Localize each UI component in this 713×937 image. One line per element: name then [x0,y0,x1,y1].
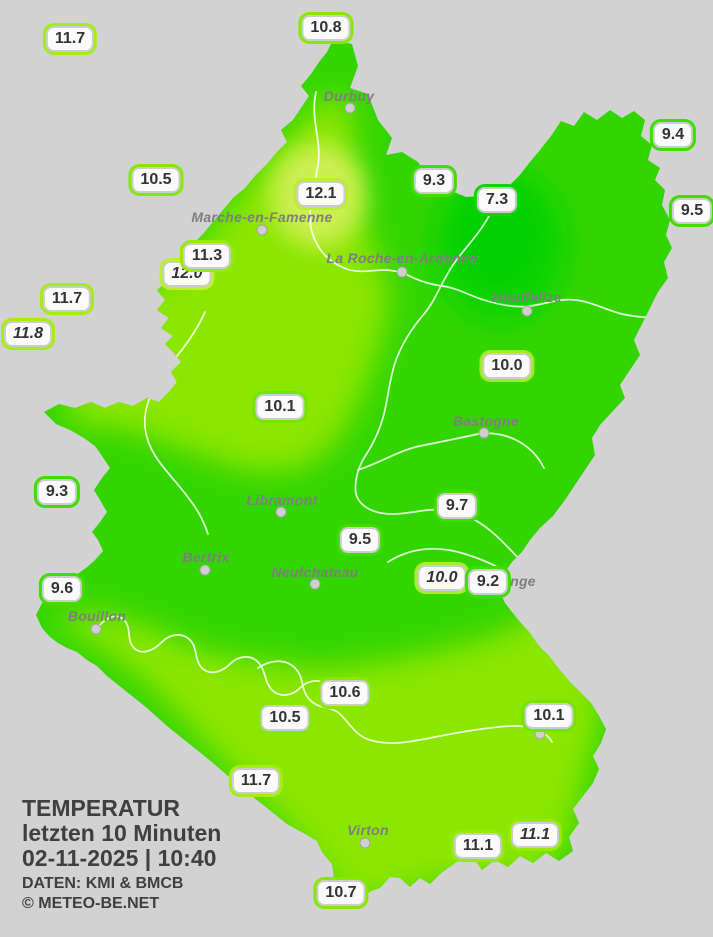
temp-label: 11.7 [231,768,281,794]
temp-label: 10.7 [316,880,366,906]
city-dot [396,266,408,278]
temp-label: 11.1 [453,833,503,859]
title-block: TEMPERATUR letzten 10 Minuten 02-11-2025… [22,796,221,914]
city-dot [534,728,546,740]
city-name: Houffalize [492,289,562,305]
city-name: nge [510,573,536,589]
temp-label: 10.8 [301,15,351,41]
city-name: Bastogne [452,413,520,429]
temp-label: 10.5 [131,167,181,193]
temp-label: 9.6 [41,576,83,602]
warm-region-south [48,598,600,904]
temp-label: 9.3 [413,168,455,194]
city-name: Virton [347,822,389,838]
temp-label: 9.3 [36,479,78,505]
temp-label: 9.5 [671,198,713,224]
temp-label: 9.7 [436,493,478,519]
city-name: Libramont [246,492,318,508]
map-datetime: 02-11-2025 | 10:40 [22,845,217,871]
copyright: © METEO-BE.NET [22,895,160,912]
city-dot [309,578,321,590]
map-title: TEMPERATUR [22,795,181,821]
data-sources: DATEN: KMI & BMCB [22,875,184,892]
city-dot [199,564,211,576]
city-name: La Roche-en-Ardenne [326,250,478,266]
temp-label: 11.8 [4,321,52,347]
city-dot [344,102,356,114]
city-name: Marche-en-Famenne [191,209,333,225]
temp-label: 9.2 [467,569,509,595]
temp-label: 10.0 [417,565,467,591]
temp-label: 10.0 [482,353,532,379]
city-dot [90,623,102,635]
city-dot [478,427,490,439]
city-name: Bouillon [67,608,127,624]
city-dot [521,305,533,317]
temp-label: 10.6 [320,680,370,706]
map-subtitle: letzten 10 Minuten [22,820,222,846]
city-name: Neufchateau [271,564,359,580]
temp-label: 10.1 [255,394,305,420]
temp-label: 11.3 [182,243,232,269]
temp-label: 10.1 [524,703,574,729]
temp-label: 10.5 [260,705,310,731]
temp-label: 11.1 [511,822,559,848]
temp-label: 12.1 [296,181,346,207]
temp-label: 11.7 [42,286,92,312]
city-dot [275,506,287,518]
temp-label: 9.5 [339,527,381,553]
city-dot [359,837,371,849]
temp-label: 9.4 [652,122,694,148]
city-dot [256,224,268,236]
city-name: Durbuy [323,88,375,104]
temp-label: 11.7 [45,26,95,52]
city-name: Bertrix [182,549,230,565]
temp-label: 7.3 [476,187,518,213]
